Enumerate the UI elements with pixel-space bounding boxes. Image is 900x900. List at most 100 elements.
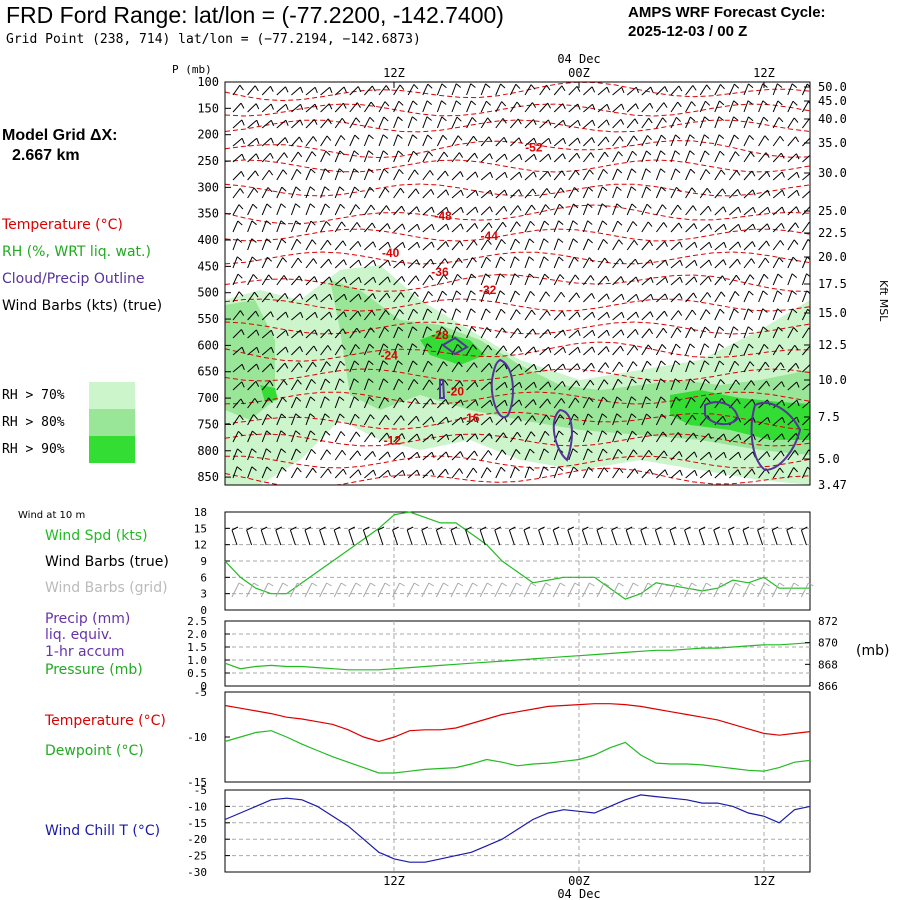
- wind-barb-flag: [444, 170, 449, 177]
- wind-barb: [553, 291, 566, 303]
- wind-barb-flag: [708, 259, 712, 266]
- wind-barb-flag: [443, 151, 449, 158]
- wind-barb: [801, 449, 810, 461]
- wind-barb: [349, 102, 361, 113]
- wind-barb-flag: [311, 448, 316, 454]
- temperature-contour: [225, 103, 810, 117]
- wind-barb-staff: [728, 343, 735, 356]
- wind-barb: [641, 431, 652, 443]
- wind-barb-staff: [334, 150, 341, 163]
- wind-barb-flag: [358, 277, 362, 284]
- wind-barb-staff: [364, 310, 373, 321]
- cloud-outline: [750, 402, 802, 472]
- wind-barb: [305, 378, 316, 391]
- wind-barb-flag: [575, 169, 580, 176]
- wind-barb: [568, 466, 579, 479]
- wind-barb: [641, 360, 652, 373]
- wind-barb-staff: [232, 153, 243, 163]
- wind-barb-staff: [743, 100, 749, 113]
- wind-barb: [378, 187, 390, 199]
- value-tick-label: 18: [194, 506, 207, 519]
- wind-barb-staff: [480, 381, 491, 391]
- wind-barb-staff: [422, 416, 432, 426]
- wind-barb-flag: [734, 151, 740, 157]
- wind-barb-staff: [714, 134, 720, 147]
- wind-barb: [539, 414, 551, 426]
- wind-barb: [539, 448, 549, 461]
- wind-barb-staff: [451, 223, 462, 233]
- wind-barb-flag: [705, 100, 711, 106]
- wind-barb: [612, 467, 624, 479]
- wind-barb-staff: [597, 169, 604, 181]
- wind-barb-staff: [656, 310, 665, 321]
- wind-barb-flag: [532, 102, 537, 108]
- pressure-tick-label: 850: [197, 470, 219, 484]
- wind-barb: [261, 85, 274, 96]
- wind-barb-flag: [794, 450, 799, 456]
- wind-barb-flag: [649, 102, 654, 109]
- grid-wind-barb: [392, 582, 405, 598]
- wind-barb-flag: [748, 83, 754, 89]
- wind-barb: [480, 206, 493, 216]
- wind-barb-staff: [728, 134, 735, 147]
- wind-barb-staff: [553, 203, 560, 216]
- wind-barb-staff: [583, 119, 593, 129]
- wind-barb-flag: [500, 466, 506, 472]
- wind-barb: [772, 206, 785, 216]
- wind-barb-staff: [451, 116, 458, 129]
- wind-barb-staff: [247, 274, 254, 286]
- legend-rh90-label: RH > 90%: [2, 442, 65, 457]
- wind-barb-staff: [772, 171, 783, 181]
- wind-barb-staff: [247, 346, 258, 356]
- wind-barb-flag: [675, 134, 681, 140]
- wind-barb-flag: [295, 448, 301, 454]
- wind-barb: [305, 136, 318, 147]
- wind-barb: [758, 223, 771, 233]
- surface-wind-barb-flag: [450, 526, 458, 531]
- wind-barb-staff: [480, 136, 490, 147]
- wind-barb: [232, 310, 245, 321]
- wind-barb-staff: [597, 136, 607, 147]
- wind-barb-flag: [402, 470, 406, 477]
- wind-barb-staff: [261, 292, 271, 303]
- wind-barb-flag: [781, 223, 785, 229]
- wind-barb-staff: [495, 345, 504, 356]
- wind-barb-flag: [733, 308, 739, 314]
- wind-barb-staff: [685, 241, 696, 251]
- wind-barb-flag: [751, 468, 756, 475]
- wind-barb: [553, 103, 566, 113]
- wind-barb: [276, 379, 288, 391]
- wind-barb: [568, 169, 580, 181]
- wind-barb-staff: [291, 293, 301, 303]
- wind-barb-flag: [270, 347, 275, 353]
- wind-barb: [568, 380, 581, 391]
- wind-barb: [334, 276, 348, 286]
- wind-barb-flag: [677, 204, 682, 211]
- wind-barb: [655, 150, 666, 163]
- wind-barb: [407, 206, 420, 216]
- grid-wind-barb-flag: [340, 582, 347, 587]
- wind-barb-flag: [635, 103, 639, 110]
- wind-barb-flag: [296, 467, 302, 473]
- wind-barb: [685, 378, 695, 391]
- wind-barb-flag: [456, 326, 462, 332]
- pressure-tick-label: 870: [818, 637, 838, 650]
- wind-barb-flag: [576, 380, 581, 387]
- grid-wind-barb-flag: [384, 582, 391, 587]
- wind-barb: [334, 203, 346, 216]
- wind-barb-flag: [777, 290, 783, 295]
- wind-barb: [626, 413, 637, 426]
- wind-barb-staff: [407, 397, 416, 409]
- wind-barb: [758, 451, 771, 461]
- wind-barb-staff: [349, 310, 359, 321]
- wind-barb-staff: [509, 431, 518, 443]
- wind-barb: [232, 153, 245, 163]
- wind-barb-staff: [407, 291, 416, 303]
- temperature-label: -24: [380, 349, 398, 363]
- wind-barb-flag: [240, 398, 245, 405]
- wind-barb-staff: [334, 276, 345, 286]
- grid-wind-barb-staff: [523, 582, 532, 598]
- wind-barb-staff: [553, 448, 559, 461]
- wind-barb-staff: [451, 451, 461, 461]
- wind-barb-staff: [670, 168, 676, 181]
